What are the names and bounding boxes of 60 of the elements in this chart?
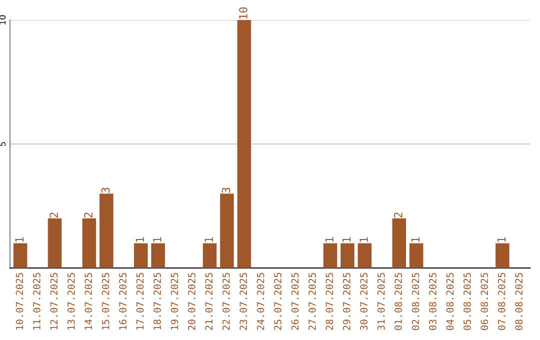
data-label: 3 (222, 188, 230, 193)
x-tick-label: 30.07.2025 (360, 272, 368, 330)
bar (48, 218, 62, 268)
x-tick-label: 31.07.2025 (377, 272, 385, 330)
x-tick-label: 02.08.2025 (412, 272, 420, 330)
bar (151, 243, 165, 268)
data-label: 2 (84, 212, 92, 218)
x-tick-label: 07.08.2025 (498, 272, 506, 330)
bar (237, 20, 252, 268)
x-tick-label: 29.07.2025 (342, 272, 350, 330)
x-tick-label: 16.07.2025 (119, 272, 126, 330)
bar (220, 194, 234, 268)
x-tick-label: 03.08.2025 (429, 272, 436, 330)
x-tick-label: 06.08.2025 (480, 272, 488, 330)
x-tick-label: 26.07.2025 (291, 272, 299, 330)
bar (13, 243, 28, 268)
x-tick-label: 13.07.2025 (67, 272, 75, 330)
x-tick-label: 25.07.2025 (274, 272, 282, 330)
x-tick-label: 04.08.2025 (446, 272, 454, 330)
x-tick-label: 05.08.2025 (464, 272, 471, 330)
x-tick-label: 14.07.2025 (84, 272, 92, 330)
data-label: 1 (153, 237, 162, 242)
data-label: 1 (136, 237, 144, 242)
x-tick-label: 10.07.2025 (16, 272, 24, 330)
data-label: 1 (15, 237, 24, 242)
data-label: 1 (325, 237, 334, 242)
x-tick-label: 27.07.2025 (308, 272, 316, 330)
x-tick-label: 22.07.2025 (222, 272, 230, 330)
x-tick-label: 24.07.2025 (256, 272, 264, 330)
bar (100, 194, 114, 268)
data-label: 10 (239, 7, 248, 19)
bar (496, 243, 510, 268)
x-tick-label: 01.08.2025 (394, 272, 402, 330)
x-tick-label: 18.07.2025 (154, 272, 161, 330)
data-label: 3 (101, 188, 110, 193)
data-label: 1 (411, 237, 420, 242)
data-label: 1 (497, 237, 506, 242)
data-label: 2 (50, 212, 58, 218)
x-tick-label: 08.08.2025 (515, 272, 523, 330)
x-tick-label: 19.07.2025 (170, 272, 178, 330)
data-label: 1 (360, 237, 368, 242)
bar (323, 243, 338, 268)
x-tick-label: 23.07.2025 (240, 272, 248, 330)
bar (358, 243, 372, 268)
x-tick-label: 20.07.2025 (188, 272, 196, 330)
data-label: 1 (204, 237, 213, 242)
bar (392, 218, 406, 268)
x-tick-label: 28.07.2025 (326, 272, 334, 330)
x-tick-label: 12.07.2025 (50, 272, 58, 330)
bar (409, 243, 424, 268)
data-label: 1 (342, 237, 351, 242)
x-tick-label: 15.07.2025 (102, 272, 110, 330)
bar (340, 243, 354, 268)
x-tick-label: 21.07.2025 (205, 272, 213, 330)
bar (202, 243, 217, 268)
x-tick-label: 17.07.2025 (136, 272, 144, 330)
bar (82, 218, 96, 268)
x-tick-label: 11.07.2025 (33, 272, 40, 330)
bar (134, 243, 148, 268)
data-label: 2 (394, 212, 402, 218)
